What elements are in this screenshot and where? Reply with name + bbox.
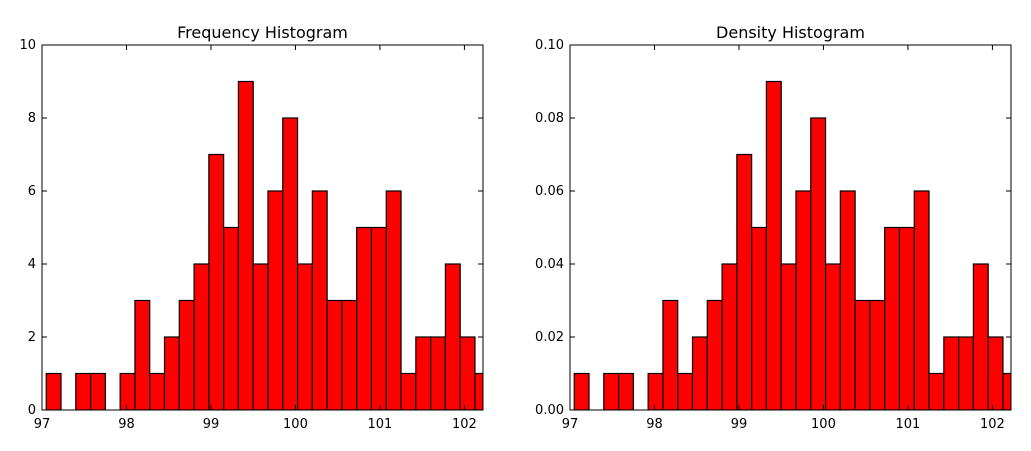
bar [603,372,620,410]
bar [972,263,989,410]
bar [795,190,812,410]
bar [987,336,1004,410]
y-tick-label: 0.04 [535,257,564,272]
bar [459,336,476,410]
bar [311,190,328,410]
bar [370,226,387,410]
x-tick-label: 102 [452,417,477,432]
bar [45,372,62,410]
bar [943,336,960,410]
bar [573,372,590,410]
x-tick-label: 97 [562,417,579,432]
y-tick-label: 4 [28,257,36,272]
bar [430,336,447,410]
bar [193,263,210,410]
bar [89,372,106,410]
y-tick-label: 2 [28,330,36,345]
bar [765,80,782,410]
x-tick-label: 97 [34,417,51,432]
y-tick-label: 0.06 [535,184,564,199]
y-tick-label: 0.02 [535,330,564,345]
bar [780,263,797,410]
density-bars [573,80,1011,410]
bar [1002,372,1011,410]
bar [341,299,358,410]
bar [178,299,195,410]
bar [400,372,417,410]
bar [810,117,827,410]
bar [149,372,166,410]
bar [444,263,461,410]
bar [119,372,136,410]
x-tick-label: 101 [368,417,393,432]
bar [913,190,930,410]
bar [474,372,483,410]
bar [751,226,768,410]
bar [237,80,254,410]
bar [617,372,634,410]
bar [677,372,694,410]
y-tick-label: 0.08 [535,111,564,126]
frequency-histogram: 97 98 99 100 101 102 0 2 4 6 8 10 Frequency Histogra… [19,23,484,432]
bar [662,299,679,410]
bar [958,336,975,410]
bar [75,372,92,410]
frequency-axes-frame [41,44,484,411]
bar [691,336,708,410]
frequency-bars [45,80,483,410]
bar [252,263,269,410]
bar [854,299,871,410]
bar [223,226,240,410]
x-tick-label: 98 [118,417,135,432]
y-tick-label: 0.00 [535,403,564,418]
density-chart-title: Density Histogram [716,23,865,42]
bar [296,263,313,410]
y-tick-label: 0.10 [535,38,564,53]
bar [839,190,856,410]
x-tick-label: 101 [896,417,921,432]
bar [163,336,180,410]
bar [134,299,151,410]
bar [706,299,723,410]
density-axes-frame [569,44,1012,411]
bar [824,263,841,410]
bar [647,372,664,410]
y-tick-label: 0 [28,403,36,418]
y-tick-label: 8 [28,111,36,126]
bar [898,226,915,410]
bar [385,190,402,410]
y-tick-label: 10 [19,38,36,53]
density-histogram: 97 98 99 100 101 102 0.00 0.02 0.04 0.06 0.08 0.10 D… [535,23,1012,432]
x-tick-label: 100 [283,417,308,432]
bar [415,336,432,410]
y-tick-label: 6 [28,184,36,199]
bar [884,226,901,410]
bar [282,117,299,410]
x-tick-label: 99 [731,417,748,432]
bar [208,153,225,410]
bar [721,263,738,410]
bar [326,299,343,410]
x-tick-label: 102 [980,417,1005,432]
frequency-chart-title: Frequency Histogram [177,23,348,42]
x-tick-label: 98 [646,417,663,432]
bar [267,190,284,410]
bar [928,372,945,410]
bar [736,153,753,410]
bar [356,226,373,410]
bar [869,299,886,410]
x-tick-label: 99 [203,417,220,432]
x-tick-label: 100 [811,417,836,432]
